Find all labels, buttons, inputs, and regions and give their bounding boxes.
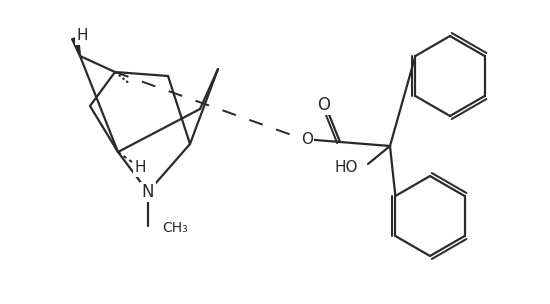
Text: H: H: [134, 161, 146, 175]
Text: N: N: [142, 183, 154, 201]
Text: O: O: [301, 133, 313, 147]
Text: HO: HO: [334, 160, 358, 174]
Polygon shape: [72, 37, 80, 56]
Text: CH₃: CH₃: [162, 221, 188, 235]
Text: O: O: [317, 96, 331, 114]
Text: H: H: [76, 29, 88, 43]
